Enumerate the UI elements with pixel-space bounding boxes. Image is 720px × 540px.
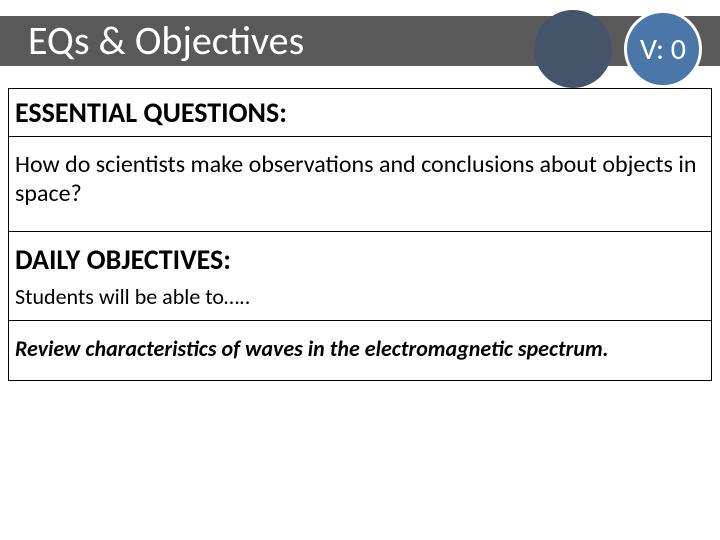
header-bar: EQs & Objectives V: 0 xyxy=(0,10,720,72)
essential-questions-header: ESSENTIAL QUESTIONS: xyxy=(9,89,711,137)
daily-objectives-header: DAILY OBJECTIVES: xyxy=(9,232,711,283)
slide-title: EQs & Objectives xyxy=(28,16,304,65)
decorative-circle-dark xyxy=(534,10,612,88)
essential-questions-body: How do scientists make observations and … xyxy=(9,137,711,232)
version-badge-text: V: 0 xyxy=(640,31,686,68)
content-box: ESSENTIAL QUESTIONS: How do scientists m… xyxy=(8,88,712,381)
daily-objectives-body: Review characteristics of waves in the e… xyxy=(9,321,711,380)
daily-objectives-subtext: Students will be able to….. xyxy=(9,283,711,321)
version-badge-circle: V: 0 xyxy=(624,10,702,88)
